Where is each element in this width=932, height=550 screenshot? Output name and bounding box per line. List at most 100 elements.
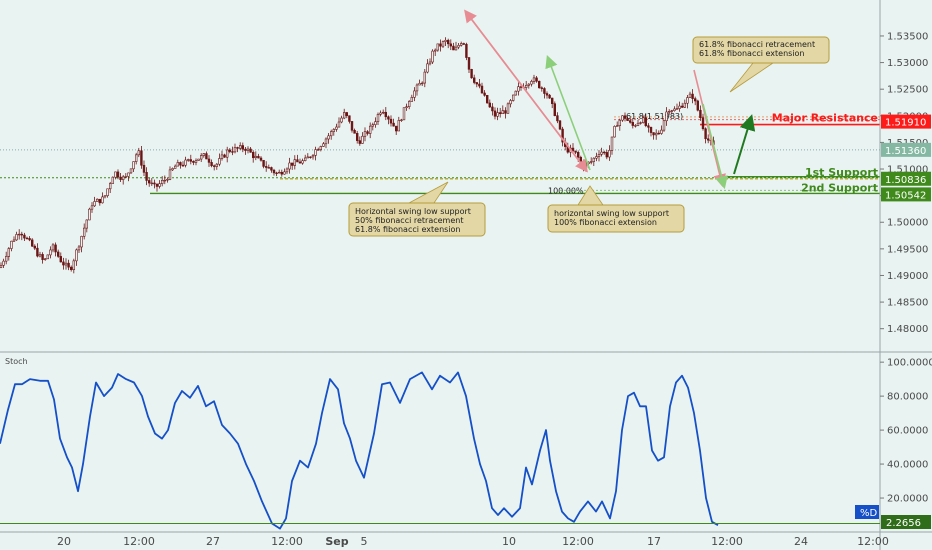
candle-body [628,120,632,123]
candle-body [28,238,31,241]
candle-body [207,158,211,163]
candle-body [231,151,234,153]
candle-body [483,92,486,96]
candle-body [608,150,611,158]
candle-body [571,147,575,152]
candle-body [335,126,338,130]
candle-body [72,260,76,270]
candle-body [329,131,333,137]
annotation-3 [547,204,685,233]
candle-body [342,112,346,119]
stoch-legend-badge [855,505,879,519]
candle-body [662,120,666,131]
candle-body [384,111,387,118]
candle-body [210,162,213,167]
candle-body [46,254,50,260]
candle-body [428,61,432,65]
candle-body [454,46,458,51]
candle-body [111,176,115,184]
candle-body [498,112,502,115]
time-tick-label: 12:00 [711,535,743,548]
candle-body [213,165,216,167]
candle-body [96,198,99,202]
candle-body [348,115,351,122]
candle-body [472,77,476,83]
price-tick-label: 1.49000 [887,271,928,282]
candle-body [340,117,343,123]
candle-body [381,111,385,114]
candle-body [350,121,354,131]
candle-body [470,69,473,79]
candle-body [153,182,156,185]
candle-body [275,172,278,175]
candle-body [327,135,330,140]
candle-body [678,105,681,109]
candle-body [119,176,122,180]
price-tick-label: 1.48000 [887,324,928,335]
green-arrow-projection [702,103,728,190]
candle-body [436,43,439,51]
candle-body [41,254,44,260]
candle-body [527,83,531,86]
candle-body [189,159,192,162]
candle-body [693,98,697,102]
candle-body [283,171,286,175]
stoch-label: Stoch [5,357,28,366]
candle-body [200,155,203,160]
candle-body [311,155,315,158]
candle-body [405,106,408,108]
candle-body [433,49,437,52]
candle-body [7,248,11,257]
candle-body [174,165,177,169]
time-tick-label: 17 [647,535,661,548]
candle-body [493,110,497,117]
candle-body [142,164,146,173]
candle-body [314,149,317,156]
candle-body [634,125,637,127]
candle-body [519,86,523,88]
candle-body [363,131,367,137]
candle-body [561,128,564,143]
candle-body [290,162,294,166]
projection-arrows [464,9,756,190]
candle-body [64,262,68,266]
stoch-value-box [881,515,931,529]
red-arrow-projection [693,69,726,188]
candle-body [387,116,390,120]
candle-body [56,251,60,257]
candle-body [540,87,544,89]
candle-body [649,126,653,133]
candle-body [51,244,55,251]
current-price-value: 1.51360 [885,146,926,157]
resistance-price-box [881,114,931,129]
candle-body [135,154,138,162]
candle-body [361,135,364,144]
candle-body [467,57,471,70]
candle-body [259,157,263,161]
level-label: 2nd Support [801,181,878,194]
candle-body [376,114,380,122]
price-tick-label: 1.50000 [887,218,928,229]
time-tick-label: 12:00 [562,535,594,548]
candle-body [252,151,255,159]
candle-body [80,235,83,248]
stoch-tick-label: 100.0000 [887,358,932,369]
candle-body [337,121,341,128]
candle-body [306,156,309,159]
candle-body [426,63,429,73]
candle-body [90,205,94,210]
candle-body [600,151,603,155]
candle-body [220,154,224,159]
candle-body [701,117,705,130]
candle-body [699,109,702,118]
candle-body [319,146,322,150]
red-arrow-down [465,11,588,173]
candle-body [109,183,112,190]
annotation-1 [692,36,830,64]
candle-body [233,147,237,153]
candle-body [197,158,200,161]
candle-body [215,163,218,167]
price-tick-label: 1.53500 [887,31,928,42]
price-tick-label: 1.49500 [887,244,928,255]
candle-body [280,171,283,175]
